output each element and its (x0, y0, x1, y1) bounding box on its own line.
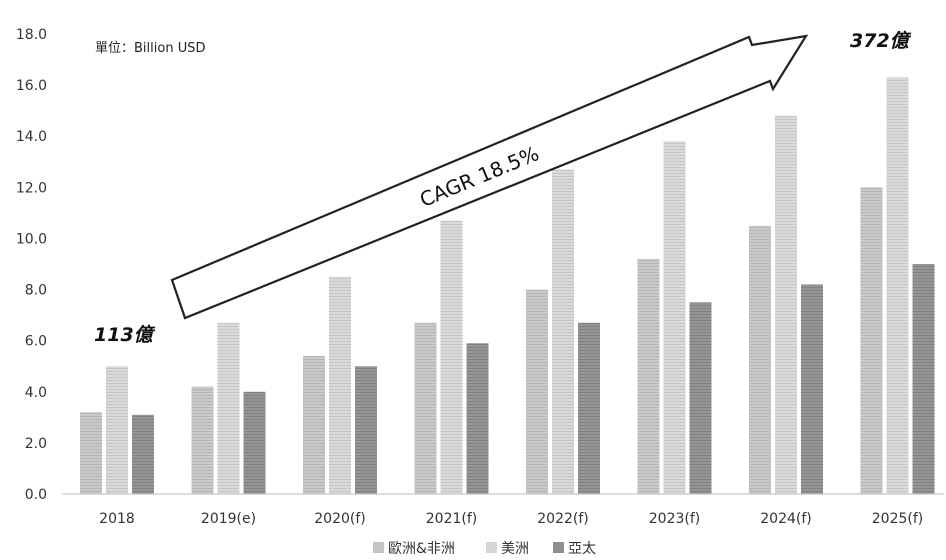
x-tick-label: 2025(f) (872, 511, 923, 527)
bar (414, 322, 437, 494)
end-total-label: 372億 (850, 30, 912, 52)
bar (912, 264, 935, 494)
unit-label: 單位：Billion USD (95, 41, 205, 56)
y-tick-label: 16.0 (16, 78, 47, 94)
legend-label: 亞太 (568, 541, 596, 557)
legend-swatch (553, 542, 564, 553)
bar (860, 187, 883, 495)
bar (440, 220, 463, 495)
y-tick-label: 14.0 (16, 129, 47, 145)
x-tick-label: 2022(f) (537, 511, 588, 527)
bar (801, 284, 823, 494)
x-tick-label: 2021(f) (426, 511, 477, 527)
y-axis-tick-labels: 0.0 2.0 4.0 6.0 8.0 10.0 12.0 14.0 16.0 18.0 (16, 27, 47, 503)
legend-label: 美洲 (501, 541, 529, 557)
bar (132, 414, 154, 494)
bar (80, 412, 102, 494)
bar (552, 169, 574, 494)
bar (355, 366, 377, 494)
bar (106, 366, 128, 494)
legend-swatch (486, 542, 497, 553)
y-tick-label: 10.0 (16, 231, 47, 247)
legend: 歐洲&非洲 美洲 亞太 (373, 541, 596, 557)
legend-swatch (373, 542, 384, 553)
bar (689, 302, 712, 494)
bar (886, 77, 909, 494)
y-tick-label: 8.0 (25, 283, 47, 299)
x-axis-tick-labels: 2018 2019(e) 2020(f) 2021(f) 2022(f) 2023(f) 2… (99, 511, 923, 527)
bar (243, 391, 266, 494)
bar (466, 343, 489, 494)
x-tick-label: 2023(f) (649, 511, 700, 527)
bar (637, 258, 660, 494)
y-tick-label: 6.0 (25, 334, 47, 350)
x-tick-label: 2020(f) (314, 511, 365, 527)
bar (775, 115, 797, 495)
bar (663, 141, 686, 495)
y-tick-label: 18.0 (16, 27, 47, 43)
cagr-arrow (170, 34, 809, 320)
legend-label: 歐洲&非洲 (388, 541, 455, 557)
bar (526, 289, 548, 494)
x-tick-label: 2019(e) (201, 511, 256, 527)
bar (191, 386, 214, 494)
start-total-label: 113億 (94, 324, 156, 346)
bar (329, 276, 351, 494)
bar (578, 322, 600, 494)
bar (749, 225, 771, 494)
x-tick-label: 2018 (99, 511, 135, 527)
bar (303, 356, 325, 494)
x-tick-label: 2024(f) (760, 511, 811, 527)
y-tick-label: 12.0 (16, 180, 47, 196)
bars (80, 77, 935, 495)
bar (217, 322, 240, 494)
y-tick-label: 4.0 (25, 385, 47, 401)
y-tick-label: 0.0 (25, 487, 47, 503)
y-tick-label: 2.0 (25, 436, 47, 452)
